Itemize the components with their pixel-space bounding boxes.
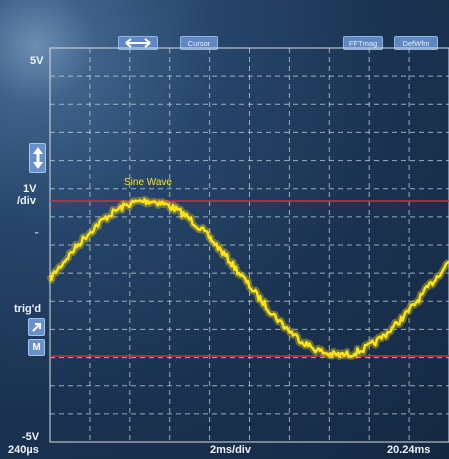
sine-wave-trace <box>48 197 449 358</box>
cursor-button[interactable]: Cursor <box>180 36 218 50</box>
def-wfm-button[interactable]: DefWfm <box>394 36 438 50</box>
trigger-status-label: trig'd <box>14 303 42 315</box>
top-voltage-label: 5V <box>30 55 44 67</box>
vertical-scale-button[interactable] <box>29 143 46 173</box>
left-right-arrows-button[interactable] <box>118 36 158 50</box>
mode-button[interactable]: M <box>28 339 45 356</box>
up-down-arrows-icon <box>32 147 43 169</box>
waveform-label: Sine Wave <box>124 177 172 188</box>
volts-per-div-value: 1V <box>23 183 37 195</box>
start-time-label: 240µs <box>8 444 39 456</box>
trigger-button[interactable] <box>28 318 45 336</box>
end-time-label: 20.24ms <box>387 444 431 456</box>
ground-marker: ˜ <box>35 231 38 241</box>
diagonal-arrow-icon <box>31 323 41 332</box>
volts-per-div-unit: /div <box>17 195 36 207</box>
time-per-div-label: 2ms/div <box>210 444 251 456</box>
grid <box>50 48 449 442</box>
bottom-voltage-label: -5V <box>22 431 40 443</box>
left-right-arrows-icon <box>125 38 151 48</box>
fft-mag-button[interactable]: FFTmag <box>343 36 383 50</box>
